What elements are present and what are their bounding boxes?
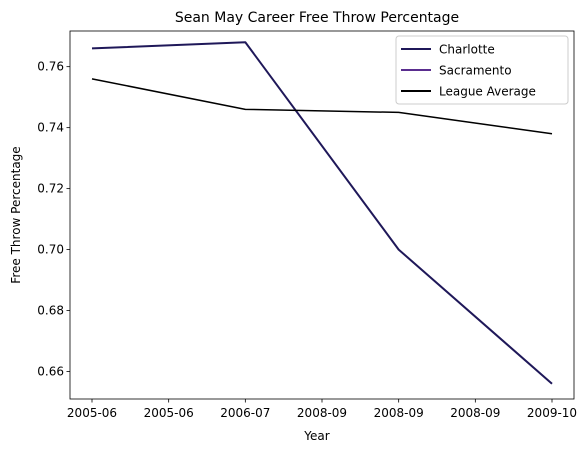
- series-lines: [91, 41, 553, 385]
- legend-label: Sacramento: [439, 64, 512, 78]
- y-tick-label: 0.66: [37, 365, 64, 379]
- y-tick-label: 0.74: [37, 121, 64, 135]
- x-tick-label: 2008-09: [374, 406, 424, 420]
- y-axis: 0.66 0.68 0.70 0.72 0.74 0.76: [37, 60, 70, 379]
- plot-frame: [69, 30, 575, 400]
- x-tick-label: 2009-10: [527, 406, 577, 420]
- y-tick-label: 0.76: [37, 60, 64, 74]
- legend-label: League Average: [439, 85, 536, 99]
- legend-label: Charlotte: [439, 43, 495, 57]
- y-tick-label: 0.72: [37, 182, 64, 196]
- x-axis: 2005-06 2005-06 2006-07 2008-09 2008-09 2008-…: [67, 399, 577, 420]
- x-tick-label: 2008-09: [450, 406, 500, 420]
- y-tick-label: 0.68: [37, 304, 64, 318]
- x-tick-label: 2005-06: [67, 406, 117, 420]
- x-tick-label: 2006-07: [220, 406, 270, 420]
- legend: Charlotte Sacramento League Average: [395, 35, 569, 105]
- x-axis-label: Year: [303, 429, 329, 443]
- x-tick-label: 2008-09: [297, 406, 347, 420]
- y-axis-label: Free Throw Percentage: [9, 146, 23, 283]
- series-line-league-average: [91, 78, 553, 135]
- chart-title: Sean May Career Free Throw Percentage: [175, 10, 459, 26]
- legend-box: [395, 35, 569, 105]
- x-tick-label: 2005-06: [144, 406, 194, 420]
- series-line-charlotte: [91, 41, 553, 385]
- y-tick-label: 0.70: [37, 243, 64, 257]
